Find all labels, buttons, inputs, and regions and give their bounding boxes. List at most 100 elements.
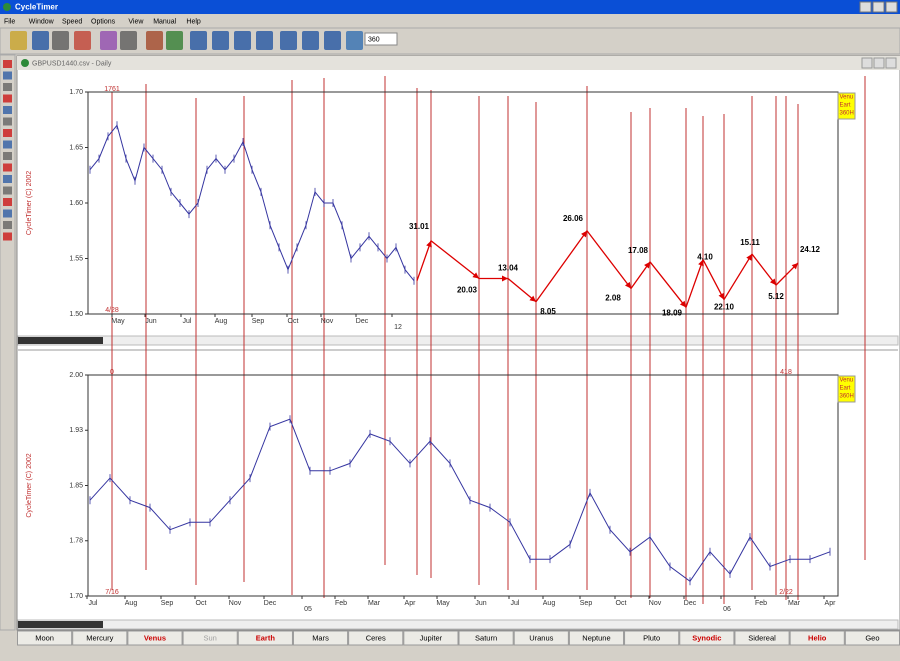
toolbar-button[interactable] bbox=[324, 31, 341, 50]
tool-button[interactable] bbox=[3, 163, 12, 172]
tool-button[interactable] bbox=[3, 198, 12, 206]
window-title-bar bbox=[17, 56, 900, 70]
y-tick-label: 1.70 bbox=[69, 89, 83, 96]
planet-tab[interactable] bbox=[182, 630, 238, 646]
toolbar-button[interactable] bbox=[120, 31, 137, 50]
scrollbar[interactable] bbox=[17, 335, 899, 346]
menu-item[interactable]: Manual bbox=[153, 18, 176, 25]
app-title: CycleTimer bbox=[15, 3, 58, 12]
cycle-marker-bottom: 2/22 bbox=[779, 589, 793, 596]
planet-tab[interactable] bbox=[568, 630, 625, 646]
toolbar-button[interactable] bbox=[166, 31, 183, 50]
menu-item[interactable]: Speed bbox=[62, 18, 82, 25]
planet-tab-label: Jupiter bbox=[420, 633, 443, 642]
maximize-button[interactable] bbox=[872, 1, 885, 13]
planet-tab[interactable] bbox=[734, 630, 790, 646]
forecast-arrow bbox=[430, 240, 480, 279]
planet-tab[interactable] bbox=[789, 630, 845, 646]
toolbar-button[interactable] bbox=[256, 31, 273, 50]
tool-button[interactable] bbox=[3, 94, 12, 103]
tool-button[interactable] bbox=[3, 117, 12, 126]
cycle-marker-top: 418 bbox=[780, 369, 792, 376]
forecast-label: 24.12 bbox=[800, 245, 821, 254]
close-button[interactable] bbox=[885, 1, 898, 13]
planet-tab-label: Moon bbox=[35, 633, 54, 642]
menu-item[interactable]: File bbox=[4, 18, 15, 25]
forecast-arrow bbox=[535, 230, 588, 303]
planet-tab-label: Sun bbox=[203, 633, 216, 642]
tool-button[interactable] bbox=[3, 221, 12, 229]
planet-tab-label: Venus bbox=[144, 633, 166, 642]
tool-button[interactable] bbox=[3, 83, 12, 91]
tool-button[interactable] bbox=[3, 106, 12, 114]
planet-tab-label: Ceres bbox=[366, 633, 386, 642]
tool-button[interactable] bbox=[3, 140, 12, 149]
menu-item[interactable]: View bbox=[128, 18, 144, 25]
planet-tab[interactable] bbox=[348, 630, 404, 646]
toolbar-input-value: 360 bbox=[368, 36, 380, 43]
y-tick-label: 1.70 bbox=[69, 593, 83, 600]
planet-tab[interactable] bbox=[624, 630, 680, 646]
tool-button[interactable] bbox=[3, 175, 12, 183]
toolbar-button[interactable] bbox=[302, 31, 319, 50]
arrow-head bbox=[472, 272, 479, 279]
forecast-label: 20.03 bbox=[457, 286, 478, 295]
scrollbar-thumb[interactable] bbox=[18, 621, 103, 628]
planet-tab[interactable] bbox=[127, 630, 183, 646]
arrow-head bbox=[644, 261, 650, 269]
minimize-button[interactable] bbox=[859, 1, 872, 13]
toolbar-button[interactable] bbox=[74, 31, 91, 50]
arrow-head bbox=[718, 292, 724, 300]
tool-button[interactable] bbox=[3, 232, 12, 241]
window-close[interactable] bbox=[885, 57, 897, 69]
tool-button[interactable] bbox=[3, 209, 12, 218]
scrollbar-thumb[interactable] bbox=[18, 337, 103, 344]
x-tick-label: Oct bbox=[616, 600, 627, 607]
planet-tab[interactable] bbox=[679, 630, 735, 646]
menu-item[interactable]: Help bbox=[186, 18, 201, 25]
toolbar-button[interactable] bbox=[32, 31, 49, 50]
forecast-label: 18.09 bbox=[662, 308, 683, 317]
tool-button[interactable] bbox=[3, 186, 12, 195]
toolbar-button[interactable] bbox=[10, 31, 27, 50]
cycle-marker-top: 1761 bbox=[104, 86, 120, 93]
toolbar-button[interactable] bbox=[52, 31, 69, 50]
cycle-marker-bottom: 7/16 bbox=[105, 589, 119, 596]
arrow-head bbox=[581, 230, 587, 238]
window-minimize[interactable] bbox=[861, 57, 873, 69]
forecast-arrow bbox=[723, 253, 753, 300]
tool-button[interactable] bbox=[3, 60, 12, 68]
scrollbar[interactable] bbox=[17, 619, 899, 630]
menu-item[interactable]: Options bbox=[91, 18, 116, 25]
menu-item[interactable]: Window bbox=[29, 18, 55, 25]
toolbar-button[interactable] bbox=[346, 31, 363, 50]
planet-tab[interactable] bbox=[72, 630, 128, 646]
toolbar-button[interactable] bbox=[234, 31, 251, 50]
y-tick-label: 1.93 bbox=[69, 427, 83, 434]
tool-button[interactable] bbox=[3, 129, 12, 137]
planet-tab-label: Sidereal bbox=[748, 633, 776, 642]
x-tick-label: Feb bbox=[335, 600, 347, 607]
toolbar-button[interactable] bbox=[212, 31, 229, 50]
x-tick-label: 12 bbox=[394, 324, 402, 331]
arrow-head bbox=[746, 254, 752, 261]
window-maximize[interactable] bbox=[873, 57, 885, 69]
x-tick-label: Sep bbox=[580, 600, 593, 607]
toolbar-button[interactable] bbox=[280, 31, 297, 50]
x-tick-label: Nov bbox=[229, 600, 242, 607]
toolbar-button[interactable] bbox=[100, 31, 117, 50]
forecast-label: 2.08 bbox=[605, 294, 621, 303]
planet-tab[interactable] bbox=[237, 630, 293, 646]
tool-button[interactable] bbox=[3, 152, 12, 160]
planet-tab[interactable] bbox=[403, 630, 459, 646]
toolbar-button[interactable] bbox=[190, 31, 207, 50]
watermark: CycleTimer (C) 2002 bbox=[26, 171, 33, 235]
planet-tab[interactable] bbox=[513, 630, 569, 646]
planet-tab[interactable] bbox=[292, 630, 349, 646]
planet-tab[interactable] bbox=[17, 630, 73, 646]
planet-tab[interactable] bbox=[458, 630, 514, 646]
toolbar-button[interactable] bbox=[146, 31, 163, 50]
title-bar bbox=[0, 0, 900, 14]
tool-button[interactable] bbox=[3, 71, 12, 80]
toolbar-input[interactable] bbox=[364, 32, 398, 46]
